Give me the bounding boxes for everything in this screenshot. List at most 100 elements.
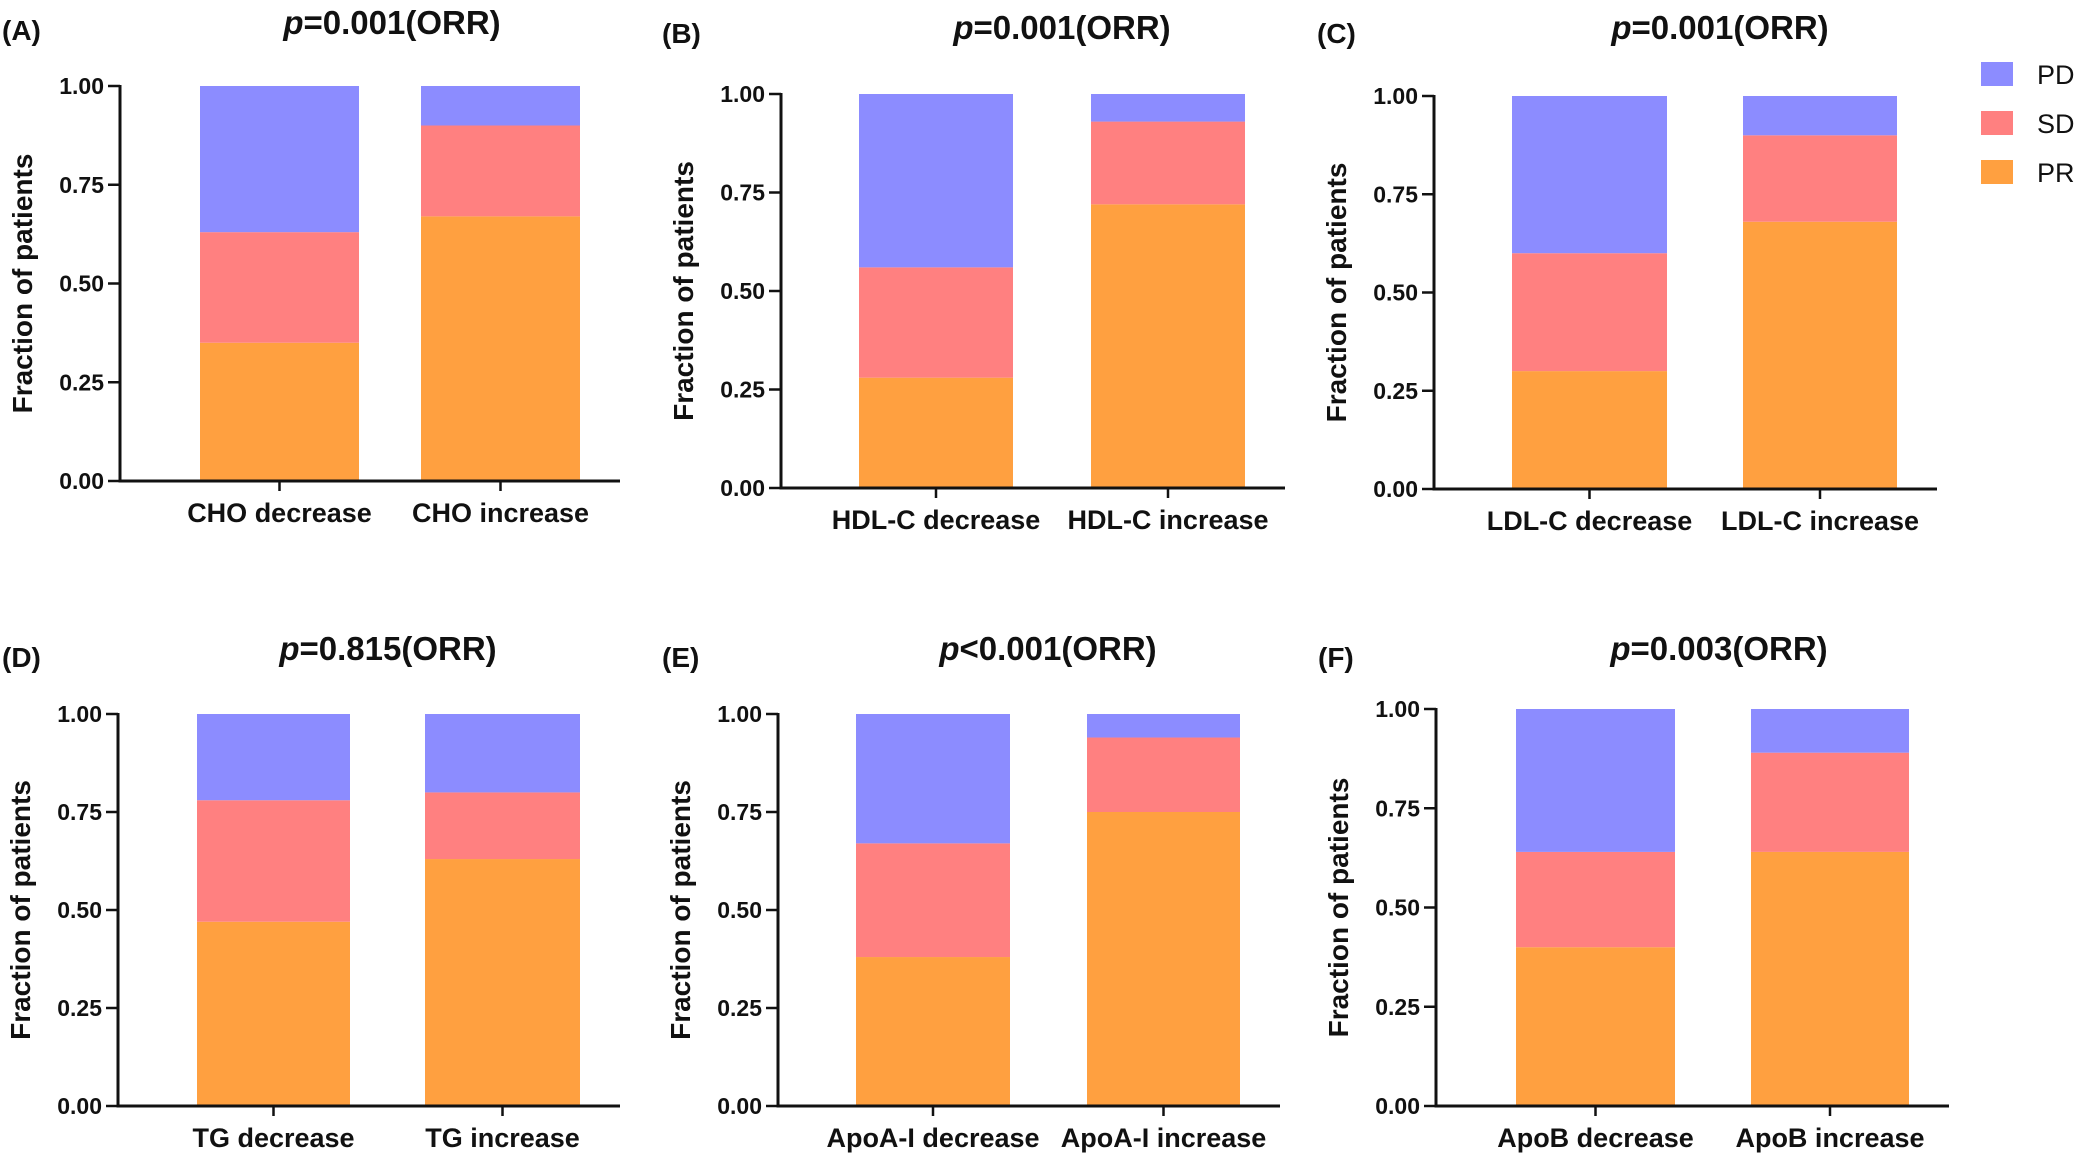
bar-segment-pd [197, 714, 350, 801]
y-tick-label: 1.00 [59, 73, 104, 99]
bar-segment-sd [197, 800, 350, 922]
y-tick-label: 0.25 [720, 377, 765, 403]
panel-label: (E) [662, 642, 699, 673]
y-axis-label: Fraction of patients [1323, 778, 1354, 1038]
bar-segment-pr [197, 921, 350, 1106]
x-tick-label: CHO increase [412, 498, 589, 528]
bar-segment-pd [1743, 96, 1897, 136]
x-tick-label: LDL-C increase [1721, 506, 1919, 536]
y-tick-label: 0.75 [717, 799, 762, 825]
x-tick-label: ApoB increase [1735, 1123, 1924, 1153]
x-tick-label: ApoA-I increase [1061, 1123, 1267, 1153]
bar-segment-sd [856, 843, 1010, 958]
bar-segment-sd [1091, 121, 1245, 205]
bar-segment-pr [1751, 851, 1909, 1106]
bar-segment-pd [425, 714, 580, 793]
x-tick-label: LDL-C decrease [1487, 506, 1693, 536]
y-tick-label: 0.50 [720, 278, 765, 304]
x-tick-label: ApoB decrease [1497, 1123, 1694, 1153]
y-tick-label: 0.00 [1375, 1093, 1420, 1119]
chart-panel: (C) p=0.001(ORR) LDL-C decrease LDL-C incre… [1317, 9, 1937, 536]
y-tick-label: 0.50 [717, 897, 762, 923]
y-tick-label: 0.50 [1373, 280, 1418, 306]
bar-segment-pd [1087, 714, 1240, 738]
bar-segment-pr [1512, 371, 1667, 489]
bar-segment-sd [1087, 737, 1240, 812]
legend-label: SD [2037, 109, 2075, 139]
y-axis-label: Fraction of patients [5, 780, 36, 1040]
bar-segment-pr [421, 216, 580, 481]
y-tick-label: 0.25 [1375, 994, 1420, 1020]
y-tick-label: 1.00 [1375, 696, 1420, 722]
legend-label: PD [2037, 60, 2075, 90]
panel-label: (B) [662, 18, 701, 49]
chart-panel: (D) p=0.815(ORR) TG decrease TG increase 0.0… [2, 630, 620, 1153]
chart-title: p=0.003(ORR) [1609, 630, 1827, 667]
bar-segment-pd [859, 94, 1013, 268]
bar-segment-sd [1743, 135, 1897, 222]
y-tick-label: 0.00 [57, 1093, 102, 1119]
legend-swatch [1981, 62, 2013, 86]
bar-segment-sd [421, 125, 580, 217]
legend-item-pd: PD [1981, 60, 2075, 90]
bar-segment-sd [1516, 851, 1675, 948]
bar-segment-sd [1751, 752, 1909, 852]
y-tick-label: 0.00 [720, 475, 765, 501]
bar-segment-pd [1512, 96, 1667, 254]
panel-label: (D) [2, 642, 41, 673]
x-tick-label: HDL-C decrease [832, 505, 1041, 535]
y-tick-label: 0.25 [1373, 378, 1418, 404]
bar-segment-pd [856, 714, 1010, 844]
y-tick-label: 1.00 [717, 701, 762, 727]
bar-segment-pr [856, 957, 1010, 1106]
y-tick-label: 0.75 [1373, 181, 1418, 207]
y-tick-label: 1.00 [1373, 83, 1418, 109]
panels: (A) p=0.001(ORR) CHO decrease CHO increase 0… [2, 4, 1949, 1153]
x-tick-label: CHO decrease [187, 498, 372, 528]
legend: PD SD PR [1981, 60, 2075, 188]
y-tick-label: 0.25 [57, 995, 102, 1021]
legend-item-sd: SD [1981, 109, 2075, 139]
bar-segment-sd [1512, 253, 1667, 372]
chart-title: p<0.001(ORR) [938, 630, 1156, 667]
y-axis-label: Fraction of patients [7, 154, 38, 414]
y-tick-label: 1.00 [57, 701, 102, 727]
panel-label: (C) [1317, 18, 1356, 49]
bar-segment-pr [859, 377, 1013, 488]
y-tick-label: 1.00 [720, 81, 765, 107]
chart-title: p=0.815(ORR) [278, 630, 496, 667]
bar-segment-pr [1091, 204, 1245, 488]
y-tick-label: 0.75 [59, 172, 104, 198]
chart-title: p=0.001(ORR) [1610, 9, 1828, 46]
panel-label: (A) [2, 15, 41, 46]
legend-label: PR [2037, 158, 2075, 188]
y-tick-label: 0.00 [59, 468, 104, 494]
bar-segment-pd [1516, 709, 1675, 852]
x-tick-label: ApoA-I decrease [826, 1123, 1039, 1153]
bar-segment-pr [1516, 947, 1675, 1106]
chart-panel: (B) p=0.001(ORR) HDL-C decrease HDL-C incre… [662, 9, 1285, 535]
x-tick-label: TG increase [425, 1123, 580, 1153]
bar-segment-pd [1091, 94, 1245, 122]
y-tick-label: 0.50 [57, 897, 102, 923]
legend-swatch [1981, 160, 2013, 184]
chart-panel: (E) p<0.001(ORR) ApoA-I decrease ApoA-I inc… [662, 630, 1280, 1153]
y-tick-label: 0.75 [1375, 795, 1420, 821]
y-tick-label: 0.00 [1373, 476, 1418, 502]
chart-panel: (A) p=0.001(ORR) CHO decrease CHO increase 0… [2, 4, 620, 528]
y-tick-label: 0.75 [57, 799, 102, 825]
bar-segment-sd [859, 267, 1013, 378]
bar-segment-pr [1743, 221, 1897, 489]
bar-segment-pd [1751, 709, 1909, 753]
y-tick-label: 0.50 [59, 271, 104, 297]
y-axis-label: Fraction of patients [668, 161, 699, 421]
x-tick-label: HDL-C increase [1067, 505, 1268, 535]
panel-label: (F) [1318, 642, 1354, 673]
bar-segment-pr [200, 342, 359, 481]
x-tick-label: TG decrease [192, 1123, 354, 1153]
bar-segment-pr [1087, 812, 1240, 1106]
y-axis-label: Fraction of patients [665, 780, 696, 1040]
legend-item-pr: PR [1981, 158, 2075, 188]
bar-segment-pr [425, 859, 580, 1106]
